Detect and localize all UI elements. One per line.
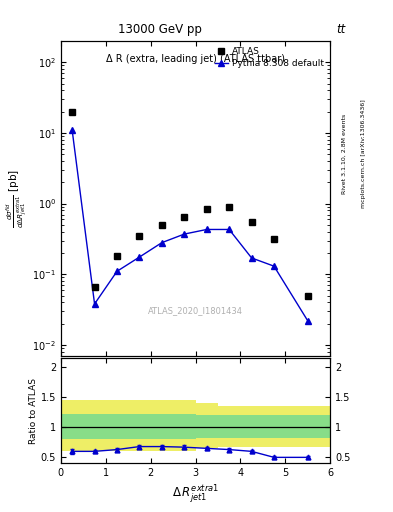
Pythia 8.308 default [305,317,310,324]
Text: 13000 GeV pp: 13000 GeV pp [118,23,202,36]
ATLAS [204,205,209,211]
Text: Rivet 3.1.10, 2.8M events: Rivet 3.1.10, 2.8M events [342,114,346,194]
Text: Δ R (extra, leading jet) (ATLAS ttbar): Δ R (extra, leading jet) (ATLAS ttbar) [106,54,285,63]
Pythia 8.308 default [182,231,187,237]
ATLAS [227,204,231,210]
Line: ATLAS: ATLAS [69,109,311,298]
Text: mcplots.cern.ch [arXiv:1306.3436]: mcplots.cern.ch [arXiv:1306.3436] [361,99,366,208]
Pythia 8.308 default [249,255,254,261]
ATLAS [92,284,97,290]
Text: tt: tt [336,23,346,36]
ATLAS [160,222,164,228]
Pythia 8.308 default [92,301,97,307]
Text: ATLAS_2020_I1801434: ATLAS_2020_I1801434 [148,306,243,315]
ATLAS [305,292,310,298]
ATLAS [272,236,276,242]
Pythia 8.308 default [70,127,75,133]
Pythia 8.308 default [115,268,119,274]
Line: Pythia 8.308 default: Pythia 8.308 default [69,127,311,324]
Legend: ATLAS, Pythia 8.308 default: ATLAS, Pythia 8.308 default [213,46,326,70]
ATLAS [182,214,187,220]
ATLAS [115,253,119,259]
Y-axis label: $\frac{d\sigma^{fid}}{d\Delta R_{jet1}^{extra1}}$ [pb]: $\frac{d\sigma^{fid}}{d\Delta R_{jet1}^{… [5,169,29,228]
Pythia 8.308 default [227,226,231,232]
Pythia 8.308 default [137,254,142,260]
Pythia 8.308 default [204,226,209,232]
Pythia 8.308 default [272,263,276,269]
ATLAS [70,109,75,115]
ATLAS [249,219,254,225]
ATLAS [137,233,142,239]
X-axis label: $\Delta\,R_{jet1}^{extra1}$: $\Delta\,R_{jet1}^{extra1}$ [172,484,219,506]
Y-axis label: Ratio to ATLAS: Ratio to ATLAS [29,378,38,444]
Pythia 8.308 default [160,240,164,246]
